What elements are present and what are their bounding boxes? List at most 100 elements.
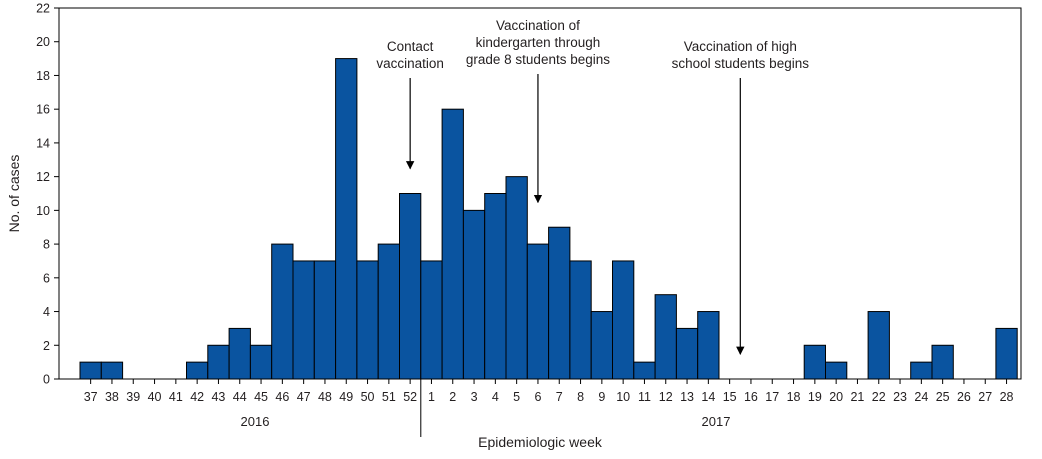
annotation-text: Contact [387,39,434,54]
annotation-text: Vaccination of [496,18,580,33]
bar-week-47-10 [292,260,315,380]
x-tick-label-10: 10 [616,390,630,404]
x-tick-label-3: 3 [471,390,478,404]
bar-week-44-7 [228,327,251,380]
y-tick-label: 10 [36,204,50,218]
x-tick-label-52: 52 [403,390,417,404]
bar-week-24-39 [910,361,933,380]
x-tick-label-23: 23 [893,390,907,404]
bar-week-37-0 [79,361,102,380]
y-tick-label: 16 [36,103,50,117]
bar-week-11-26 [633,361,656,380]
bar-week-50-13 [356,260,379,380]
x-tick-label-16: 16 [744,390,758,404]
x-tick-label-13: 13 [680,390,694,404]
year-label-2016: 2016 [241,414,270,429]
y-tick-label: 8 [43,238,50,252]
bar-week-1-16 [420,260,443,380]
x-tick-label-7: 7 [556,390,563,404]
x-tick-label-17: 17 [765,390,779,404]
y-tick-label: 2 [43,339,50,353]
x-tick-label-19: 19 [808,390,822,404]
bar-week-45-8 [249,344,273,380]
bar-week-42-5 [186,361,209,380]
bar-week-38-1 [100,361,124,380]
y-tick-label: 22 [36,2,50,16]
bar-week-20-35 [825,361,848,380]
year-labels: 2016 2017 [241,414,731,429]
x-tick-label-41: 41 [169,390,183,404]
year-label-2017: 2017 [702,414,731,429]
bars-group [79,58,1018,380]
bar-week-12-27 [654,294,677,380]
bar-week-2-17 [441,108,464,380]
x-tick-label-21: 21 [850,390,864,404]
bar-week-22-37 [867,311,890,380]
annotation-text: vaccination [376,56,444,71]
x-tick-label-28: 28 [1000,390,1014,404]
bar-week-46-9 [271,243,294,380]
x-tick-label-39: 39 [126,390,140,404]
bar-week-51-14 [377,243,401,380]
x-tick-label-9: 9 [598,390,605,404]
x-tick-label-22: 22 [872,390,886,404]
y-tick-label: 14 [36,136,50,150]
y-tick-label: 4 [43,305,50,319]
y-tick-label: 20 [36,35,50,49]
x-tick-label-20: 20 [829,390,843,404]
annotation-text: Vaccination of high [684,39,797,54]
x-tick-label-40: 40 [148,390,162,404]
x-tick-label-12: 12 [659,390,673,404]
x-tick-label-25: 25 [936,390,950,404]
annotation-text: school students begins [672,56,810,71]
x-tick-label-44: 44 [233,390,247,404]
x-tick-label-45: 45 [254,390,268,404]
bar-week-3-18 [462,209,486,380]
bar-week-52-15 [399,193,422,380]
bar-week-8-23 [569,260,592,380]
x-axis-title: Epidemiologic week [478,434,603,450]
x-tick-label-37: 37 [84,390,98,404]
x-tick-label-4: 4 [492,390,499,404]
annotations: Contact vaccination Vaccination of kinderga… [376,18,810,355]
x-tick-label-14: 14 [701,390,715,404]
x-tick-label-38: 38 [105,390,119,404]
bar-week-13-28 [675,327,699,380]
bar-week-25-40 [931,344,954,380]
y-tick-label: 12 [36,170,50,184]
x-tick-label-47: 47 [297,390,311,404]
x-tick-label-43: 43 [211,390,225,404]
y-axis-title: No. of cases [6,155,22,233]
bar-week-28-43 [995,327,1018,380]
y-tick-label: 18 [36,69,50,83]
annotation-text: kindergarten through [476,35,601,50]
x-tick-label-2: 2 [449,390,456,404]
x-tick-label-15: 15 [723,390,737,404]
x-tick-label-18: 18 [787,390,801,404]
bar-week-4-19 [484,193,507,380]
x-tick-label-27: 27 [978,390,992,404]
y-tick-label: 6 [43,271,50,285]
bar-week-48-11 [313,260,337,380]
bar-week-43-6 [207,344,230,380]
x-tick-label-46: 46 [275,390,289,404]
y-tick-label: 0 [43,373,50,387]
bar-week-7-22 [548,226,571,380]
annotation-text: grade 8 students begins [466,52,610,67]
bar-week-19-34 [803,344,827,380]
bar-week-5-20 [505,176,528,380]
x-tick-label-51: 51 [382,390,396,404]
bar-week-49-12 [335,58,358,380]
plot-frame [58,7,1022,380]
x-tick-label-42: 42 [190,390,204,404]
x-tick-label-49: 49 [339,390,353,404]
x-tick-label-24: 24 [914,390,928,404]
bar-week-6-21 [526,243,550,380]
bar-week-9-24 [590,311,614,380]
x-tick-label-11: 11 [638,390,651,404]
x-tick-label-8: 8 [577,390,584,404]
bar-week-10-25 [612,260,635,380]
x-axis: 37 38 39 40 41 42 43 44 45 46 47 48 49 50 51 52 1 2 3 4 5 6 7 8… [84,379,1014,437]
x-tick-label-50: 50 [361,390,375,404]
